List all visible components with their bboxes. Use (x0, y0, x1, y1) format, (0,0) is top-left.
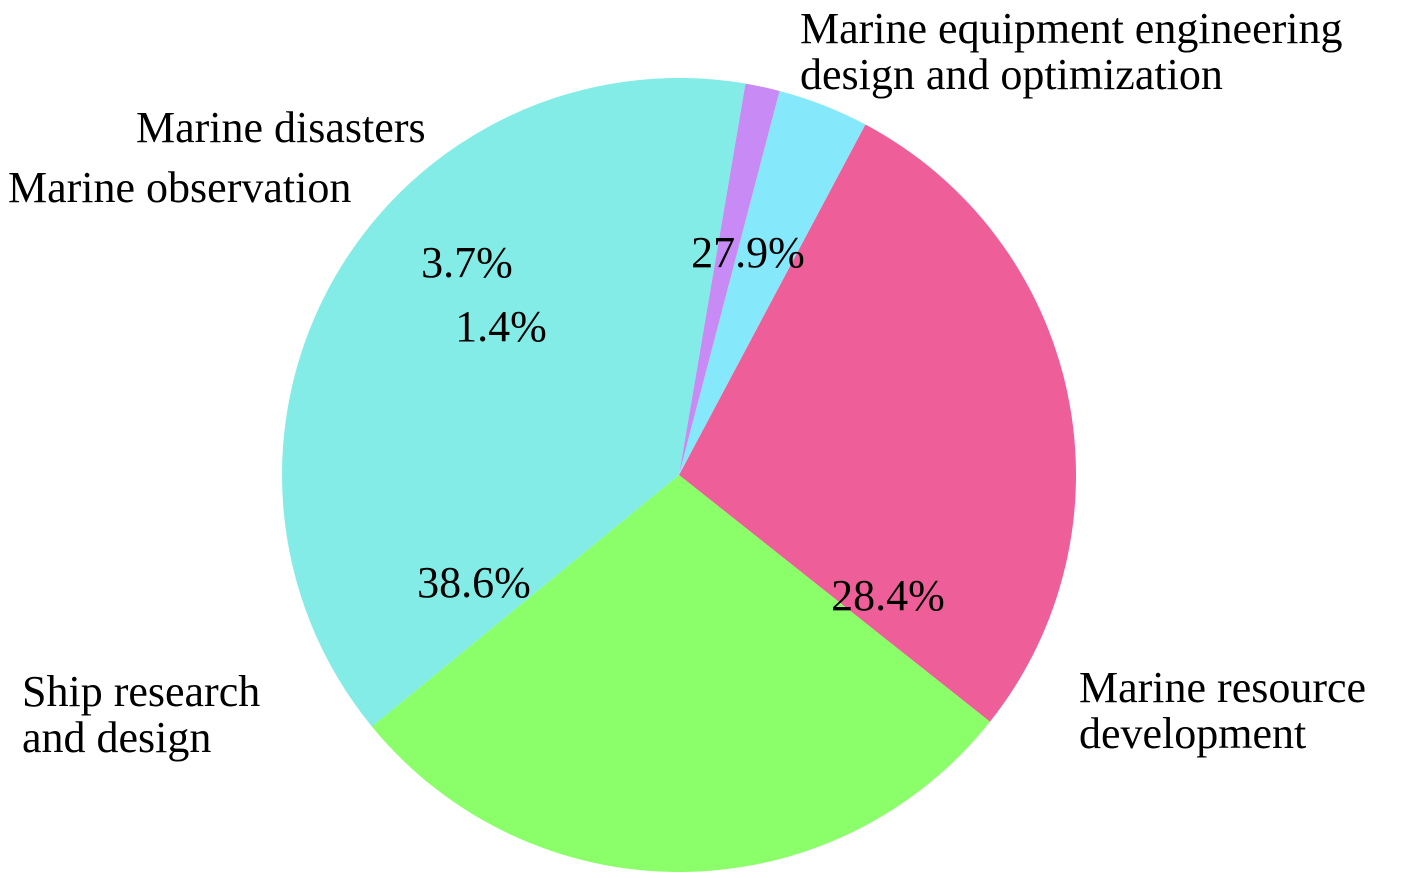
pie-slice-marine-observation (679, 83, 780, 476)
category-label-marine-equipment: Marine equipment engineering design and … (800, 4, 1353, 99)
value-label-marine-resource: 28.4% (831, 571, 945, 620)
value-label-marine-equipment: 27.9% (691, 228, 805, 277)
value-label-ship-research: 38.6% (417, 558, 531, 607)
pie-slice-ship-research-and-design (281, 78, 746, 727)
pie-slices (281, 78, 1076, 872)
value-label-marine-disasters: 3.7% (421, 238, 513, 287)
pie-slice-marine-disasters (679, 90, 866, 476)
category-label-marine-disasters: Marine disasters (136, 103, 426, 152)
pie-slice-marine-resource-development (371, 475, 990, 872)
category-label-marine-observation: Marine observation (8, 163, 351, 212)
value-label-marine-observation: 1.4% (455, 302, 547, 351)
pie-slice-marine-equipment-engineering-design-and-optimization (679, 124, 1076, 722)
category-label-ship-research: Ship research and design (22, 667, 271, 762)
category-label-marine-resource: Marine resource development (1079, 663, 1377, 758)
